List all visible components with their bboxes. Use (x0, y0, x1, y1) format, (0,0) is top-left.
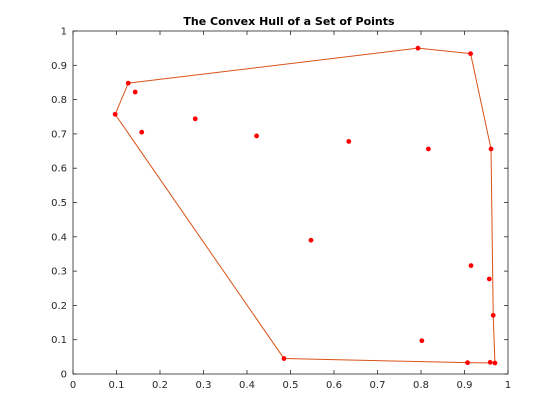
x-tick-label-4: 0.4 (239, 380, 255, 391)
data-point-14 (468, 263, 474, 269)
y-tick-label-2: 0.2 (51, 301, 67, 312)
data-point-4 (192, 116, 198, 122)
x-tick-label-1: 0.1 (109, 380, 125, 391)
points-layer (112, 45, 498, 366)
data-point-7 (308, 237, 314, 243)
y-tick-label-10: 1 (61, 27, 67, 38)
y-tick-label-5: 0.5 (51, 198, 67, 209)
axis-ticks: 0 0.1 0.2 0.3 0.4 0.5 0.6 0.7 0.8 0.9 1 0 0.1 0.2 0.3 0… (51, 27, 511, 392)
data-point-18 (490, 312, 496, 318)
y-tick-label-9: 0.9 (51, 61, 67, 72)
x-tick-label-3: 0.3 (196, 380, 212, 391)
data-point-2 (132, 89, 138, 95)
data-point-5 (254, 133, 259, 139)
data-point-11 (425, 146, 431, 152)
data-point-8 (346, 139, 352, 144)
x-tick-label-10: 1 (505, 380, 511, 391)
data-point-9 (415, 45, 421, 51)
x-tick-label-2: 0.2 (152, 380, 168, 391)
y-tick-label-4: 0.4 (51, 232, 67, 243)
data-point-6 (281, 356, 287, 361)
hull-layer (114, 47, 496, 364)
y-tick-label-0: 0 (61, 370, 67, 381)
x-tick-label-5: 0.5 (283, 380, 299, 391)
data-point-15 (486, 276, 492, 282)
y-tick-label-6: 0.6 (51, 164, 67, 175)
y-tick-label-1: 0.1 (51, 335, 67, 346)
x-tick-label-9: 0.9 (457, 380, 473, 391)
y-tick-label-3: 0.3 (51, 267, 67, 278)
data-point-12 (465, 360, 470, 366)
x-tick-label-7: 0.7 (370, 380, 386, 391)
data-point-17 (488, 146, 494, 152)
data-point-19 (492, 360, 498, 366)
y-tick-label-7: 0.7 (51, 129, 67, 140)
x-tick-label-8: 0.8 (413, 380, 429, 391)
y-tick-label-8: 0.8 (51, 95, 67, 106)
data-point-16 (487, 359, 493, 365)
data-point-0 (112, 111, 118, 117)
data-point-1 (125, 80, 131, 86)
chart-title: The Convex Hull of a Set of Points (183, 15, 395, 28)
x-tick-label-6: 0.6 (326, 380, 342, 391)
data-point-10 (419, 338, 425, 344)
data-point-13 (468, 51, 473, 57)
axes-box (72, 30, 509, 375)
convex-hull-line (114, 47, 496, 364)
data-point-3 (139, 129, 145, 135)
x-tick-label-0: 0 (70, 380, 76, 391)
plot-area: 0 0.1 0.2 0.3 0.4 0.5 0.6 0.7 0.8 0.9 1 0 0.1 0.2 0.3 0… (51, 27, 511, 392)
